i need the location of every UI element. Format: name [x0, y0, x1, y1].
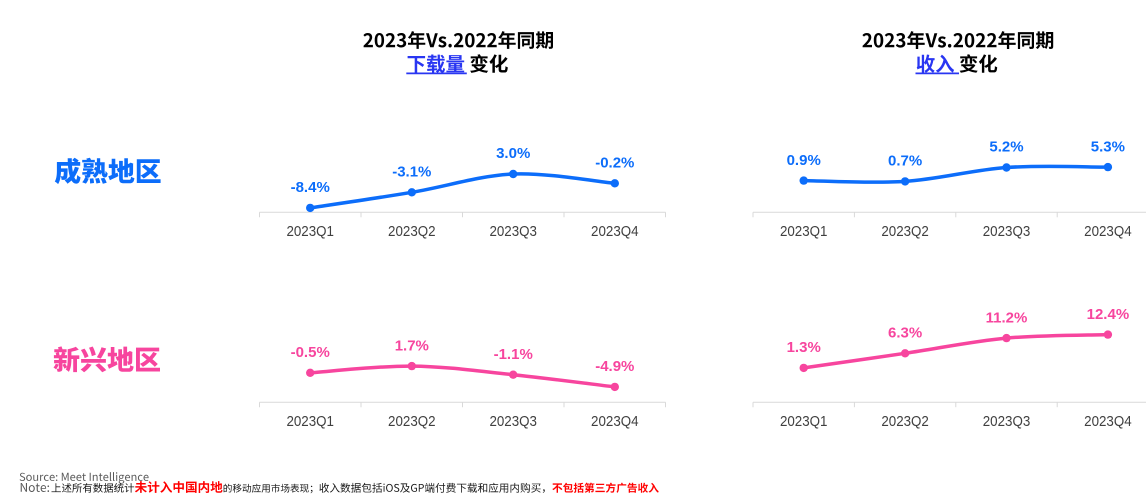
svg-text:2023Q2: 2023Q2: [881, 223, 929, 240]
svg-text:1.7%: 1.7%: [395, 337, 429, 354]
svg-text:-0.5%: -0.5%: [291, 344, 330, 361]
svg-text:2023Q3: 2023Q3: [489, 413, 537, 430]
svg-text:2023Q1: 2023Q1: [286, 223, 334, 240]
svg-text:2023Q1: 2023Q1: [286, 413, 334, 430]
svg-text:-8.4%: -8.4%: [291, 179, 330, 196]
svg-text:11.2%: 11.2%: [986, 309, 1028, 326]
svg-text:2023Q4: 2023Q4: [591, 413, 639, 430]
svg-text:-1.1%: -1.1%: [494, 346, 533, 363]
svg-text:2023Q3: 2023Q3: [983, 223, 1031, 240]
svg-text:6.3%: 6.3%: [888, 325, 922, 342]
svg-text:-0.2%: -0.2%: [595, 155, 634, 172]
svg-text:-4.9%: -4.9%: [595, 358, 634, 375]
svg-text:2023Q4: 2023Q4: [591, 223, 639, 240]
svg-text:0.7%: 0.7%: [888, 153, 922, 170]
svg-text:2023Q3: 2023Q3: [983, 413, 1031, 430]
svg-text:2023Q2: 2023Q2: [388, 413, 436, 430]
svg-text:5.3%: 5.3%: [1091, 138, 1125, 155]
svg-text:5.2%: 5.2%: [989, 139, 1023, 156]
svg-text:2023Q1: 2023Q1: [780, 413, 828, 430]
svg-text:3.0%: 3.0%: [496, 145, 530, 162]
svg-text:2023Q2: 2023Q2: [881, 413, 929, 430]
svg-text:0.9%: 0.9%: [787, 152, 821, 169]
svg-text:2023Q4: 2023Q4: [1084, 223, 1132, 240]
svg-text:-3.1%: -3.1%: [392, 164, 431, 181]
svg-text:2023Q1: 2023Q1: [780, 223, 828, 240]
svg-text:2023Q3: 2023Q3: [489, 223, 537, 240]
svg-text:12.4%: 12.4%: [1087, 306, 1130, 323]
svg-text:2023Q4: 2023Q4: [1084, 413, 1132, 430]
svg-text:2023Q2: 2023Q2: [388, 223, 436, 240]
svg-text:1.3%: 1.3%: [787, 339, 821, 356]
